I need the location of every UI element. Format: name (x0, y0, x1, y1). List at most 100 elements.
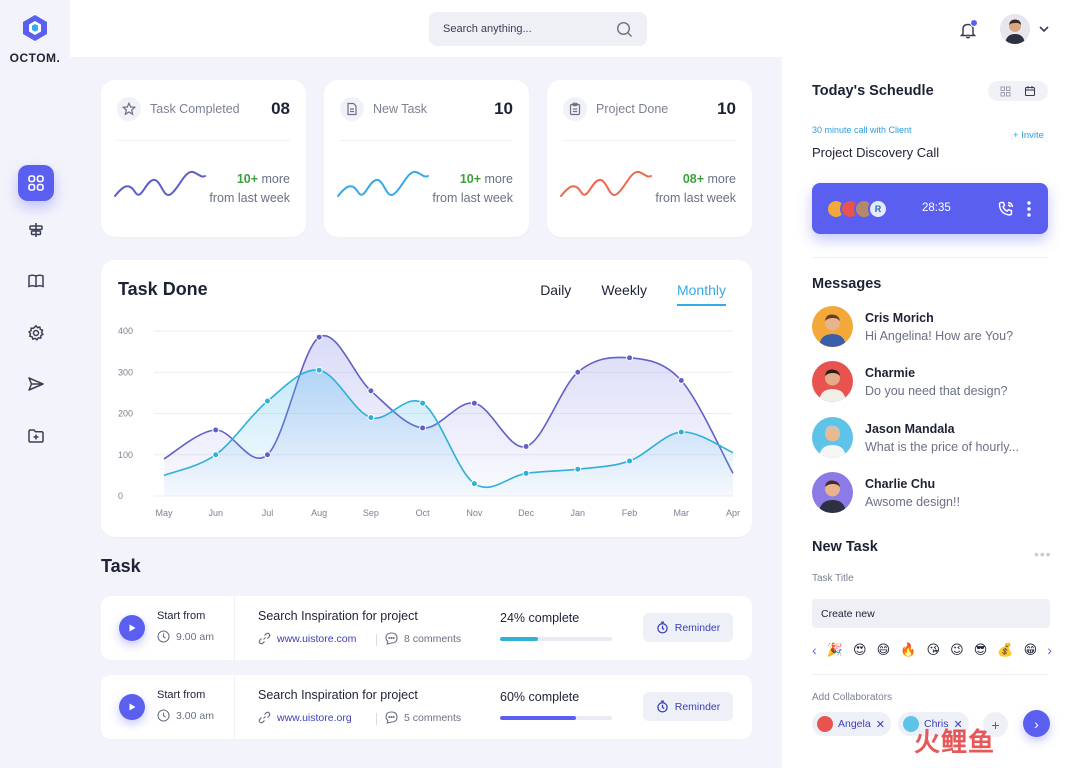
tab-monthly[interactable]: Monthly (676, 282, 726, 306)
emoji-option[interactable]: 😉 (950, 642, 964, 657)
stat-card-project-done[interactable]: Project Done 10 08+ more from last week (547, 80, 752, 237)
play-button[interactable] (119, 694, 145, 720)
add-collaborator-button[interactable]: + (983, 712, 1008, 737)
message-item[interactable]: Jason Mandala What is the price of hourl… (812, 417, 1048, 461)
nav-docs[interactable] (18, 263, 54, 299)
task-title-input[interactable] (812, 599, 1050, 628)
user-avatar[interactable] (1000, 14, 1030, 44)
emoji-option[interactable]: 😄 (876, 642, 891, 657)
play-icon (129, 703, 136, 711)
search-input[interactable]: Search anything... (443, 23, 532, 35)
link-icon (258, 711, 271, 724)
grid-view-icon[interactable] (1000, 86, 1011, 97)
message-item[interactable]: Cris Morich Hi Angelina! How are You? (812, 306, 1048, 350)
person-avatar-icon (812, 306, 853, 347)
series-area (164, 369, 733, 496)
avatar (812, 417, 853, 458)
emoji-option[interactable]: 😎 (973, 642, 988, 657)
task-title-label: Task Title (812, 573, 854, 584)
divider (812, 257, 1048, 258)
nav-dashboard[interactable] (18, 165, 54, 201)
schedule-view-toggle (988, 81, 1048, 101)
next-button[interactable]: › (1023, 710, 1050, 737)
task-row[interactable]: Start from 3.00 am Search Inspiration fo… (101, 675, 752, 739)
collaborators-label: Add Collaborators (812, 692, 893, 703)
bell-icon (959, 23, 977, 39)
chevron-right-icon[interactable]: › (1047, 642, 1052, 658)
sparkline (114, 170, 206, 197)
data-point (470, 399, 478, 407)
task-done-chart: 0 100 200 300 400 May Jun Jul Aug Sep Oct Nov Dec Jan… (118, 326, 740, 518)
stat-trend-word: more (707, 172, 736, 186)
sparkline (560, 170, 652, 197)
stat-trend: 10+ more from last week (432, 170, 513, 208)
close-icon[interactable]: ✕ (953, 718, 963, 731)
message-preview: Do you need that design? (865, 384, 1008, 398)
progress-label: 24% complete (500, 611, 580, 625)
start-label: Start from (157, 610, 206, 622)
task-section-title: Task (101, 556, 141, 576)
collaborator-chip[interactable]: Angela ✕ (812, 712, 891, 736)
more-vertical-icon[interactable] (1024, 199, 1034, 219)
call-participants: R (826, 199, 888, 219)
calendar-icon[interactable] (1024, 85, 1036, 97)
more-horizontal-icon[interactable]: ••• (1034, 546, 1052, 562)
nav-tasks[interactable] (18, 212, 54, 248)
invite-link[interactable]: + Invite (1013, 130, 1044, 141)
data-point (367, 414, 375, 422)
stat-card-new-task[interactable]: New Task 10 10+ more from last week (324, 80, 529, 237)
align-icon (29, 223, 43, 237)
y-tick-label: 300 (118, 367, 133, 377)
nav-folder-add[interactable] (18, 418, 54, 454)
emoji-option[interactable]: 😁 (1023, 642, 1038, 657)
x-tick-label: Feb (622, 508, 638, 518)
task-row[interactable]: Start from 9.00 am Search Inspiration fo… (101, 596, 752, 660)
search-icon[interactable] (616, 21, 633, 38)
message-item[interactable]: Charlie Chu Awsome design!! (812, 472, 1048, 516)
emoji-option[interactable]: 😍 (852, 642, 867, 657)
progress-label: 60% complete (500, 690, 580, 704)
emoji-option[interactable]: 💰 (997, 642, 1014, 657)
message-preview: Hi Angelina! How are You? (865, 329, 1014, 343)
phone-icon[interactable] (998, 201, 1014, 217)
emoji-option[interactable]: 🎉 (826, 642, 843, 657)
stat-card-task-completed[interactable]: Task Completed 08 10+ more from last wee… (101, 80, 306, 237)
task-link[interactable]: www.uistore.org (277, 711, 352, 724)
x-tick-label: Oct (416, 508, 431, 518)
play-button[interactable] (119, 615, 145, 641)
star-icon (122, 102, 136, 116)
task-comments[interactable]: 8 comments (404, 632, 462, 645)
brand-logo[interactable]: OCTOM. (0, 14, 70, 65)
call-bar[interactable]: R 28:35 (812, 183, 1048, 234)
data-point (263, 397, 271, 405)
task-link[interactable]: www.uistore.com (277, 632, 357, 645)
chevron-down-icon[interactable] (1037, 22, 1051, 36)
close-icon[interactable]: ✕ (875, 718, 885, 731)
stat-value: 10 (494, 99, 513, 118)
stopwatch-icon (656, 621, 668, 634)
message-sender: Cris Morich (865, 311, 934, 325)
emoji-option[interactable]: 🔥 (900, 642, 917, 657)
nav-settings[interactable] (18, 315, 54, 351)
start-label: Start from (157, 689, 206, 701)
tab-weekly[interactable]: Weekly (601, 282, 647, 298)
stopwatch-icon (656, 700, 668, 713)
sidebar: OCTOM. (0, 0, 70, 768)
chevron-left-icon[interactable]: ‹ (812, 642, 817, 658)
emoji-option[interactable]: 😘 (926, 642, 941, 657)
collaborator-chip[interactable]: Chris ✕ (898, 712, 969, 736)
reminder-button[interactable]: Reminder (643, 692, 733, 721)
tab-daily[interactable]: Daily (540, 282, 572, 298)
search-bar[interactable]: Search anything... (429, 12, 647, 46)
notifications-button[interactable] (958, 19, 980, 42)
x-tick-label: May (155, 508, 173, 518)
message-item[interactable]: Charmie Do you need that design? (812, 361, 1048, 405)
sparkline (337, 170, 429, 197)
reminder-button[interactable]: Reminder (643, 613, 733, 642)
data-point (522, 443, 530, 450)
data-point (315, 333, 323, 341)
call-timer: 28:35 (922, 202, 951, 214)
task-comments[interactable]: 5 comments (404, 711, 462, 724)
nav-send[interactable] (18, 366, 54, 402)
x-tick-label: Aug (311, 508, 327, 518)
